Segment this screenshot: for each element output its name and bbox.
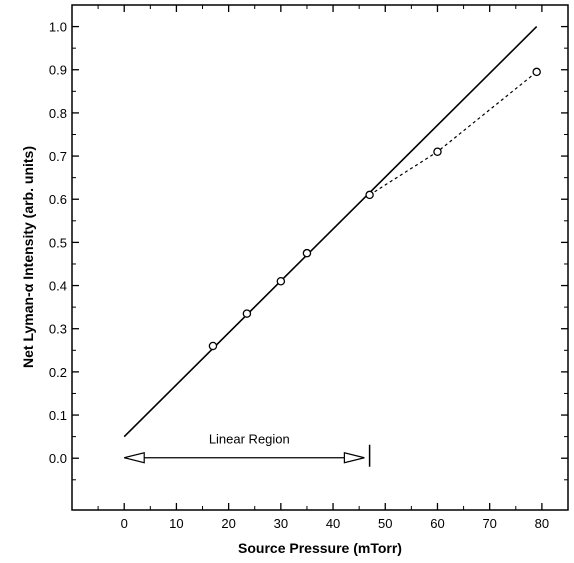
x-tick-label: 80	[535, 516, 549, 531]
data-point	[276, 276, 286, 286]
y-tick-label: 0.9	[49, 63, 67, 78]
data-point	[433, 147, 442, 157]
data-point	[242, 309, 252, 318]
y-tick-label: 0.6	[49, 192, 67, 207]
plot-frame	[71, 4, 569, 511]
y-tick-label: 1.0	[49, 20, 67, 35]
y-tick-label: 0.4	[49, 279, 67, 294]
linear-region-label: Linear Region	[209, 432, 290, 447]
x-tick-label: 60	[430, 516, 444, 531]
y-tick-label: 0.2	[49, 365, 67, 380]
y-tick-label: 0.3	[49, 322, 67, 337]
data-point	[532, 67, 541, 77]
linear-region-arrowhead-left	[124, 451, 145, 464]
y-tick-label: 0.1	[49, 408, 67, 423]
x-tick-label: 30	[274, 516, 288, 531]
dashed-line-layer	[369, 71, 538, 196]
x-tick-label: 50	[378, 516, 392, 531]
x-tick-label: 40	[326, 516, 340, 531]
linear-region-arrowhead-right	[343, 451, 365, 464]
data-point	[208, 341, 218, 351]
x-tick-label: 20	[221, 516, 235, 531]
y-axis-label: Net Lyman-α Intensity (arb. units)	[20, 146, 36, 368]
x-tick-label: 0	[121, 516, 128, 531]
fit-line-layer	[123, 26, 538, 438]
x-ticks-layer: 0 10 20 30 40 50 60 70 80	[97, 5, 549, 531]
y-ticks-layer: 0.0 0.1 0.2 0.3 0.4 0.5 0.6 0.7 0.8 0.9 1.0	[49, 20, 568, 481]
y-tick-label: 0.0	[49, 451, 67, 466]
linear-fit-line	[123, 26, 538, 438]
linear-region-annotation: Linear Region	[124, 432, 371, 467]
y-tick-label: 0.5	[49, 235, 67, 250]
y-tick-label: 0.7	[49, 149, 67, 164]
x-tick-label: 70	[482, 516, 496, 531]
dashed-connector-line	[369, 71, 538, 196]
x-axis-label: Source Pressure (mTorr)	[238, 540, 402, 556]
data-point	[302, 248, 312, 258]
x-tick-label: 10	[169, 516, 183, 531]
y-tick-label: 0.8	[49, 106, 67, 121]
data-point	[365, 190, 374, 200]
data-points-layer	[208, 67, 541, 351]
